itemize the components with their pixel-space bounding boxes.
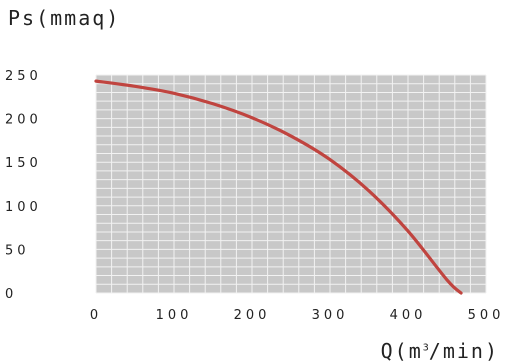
y-axis-label: Ps(mmaq)	[8, 6, 121, 30]
grid	[95, 74, 487, 294]
y-tick-label-0: 0	[5, 287, 17, 302]
x-tick-label-500: 500	[468, 308, 505, 323]
series-layer	[94, 79, 463, 295]
x-tick-label-300: 300	[312, 308, 349, 323]
y-tick-label-150: 150	[5, 156, 42, 171]
x-tick-label-200: 200	[234, 308, 271, 323]
x-tick-label-100: 100	[156, 308, 193, 323]
x-axis-label: Q(m3/min)	[381, 341, 499, 361]
y-tick-label-50: 50	[5, 243, 30, 258]
plot-area	[96, 75, 486, 293]
x-axis-label-prefix: Q(m	[380, 339, 423, 363]
y-axis-ticks: 0 50 100 150 200 250	[5, 69, 42, 302]
x-axis-label-suffix: /min)	[428, 339, 499, 363]
series-line-0	[94, 79, 463, 295]
x-axis-ticks: 0 100 200 300 400 500	[90, 308, 505, 323]
y-tick-label-200: 200	[5, 113, 42, 128]
x-tick-label-400: 400	[390, 308, 427, 323]
y-tick-label-100: 100	[5, 200, 42, 215]
x-tick-label-0: 0	[90, 308, 102, 323]
x-axis-label-superscript: 3	[422, 342, 429, 354]
y-tick-label-250: 250	[5, 69, 42, 84]
